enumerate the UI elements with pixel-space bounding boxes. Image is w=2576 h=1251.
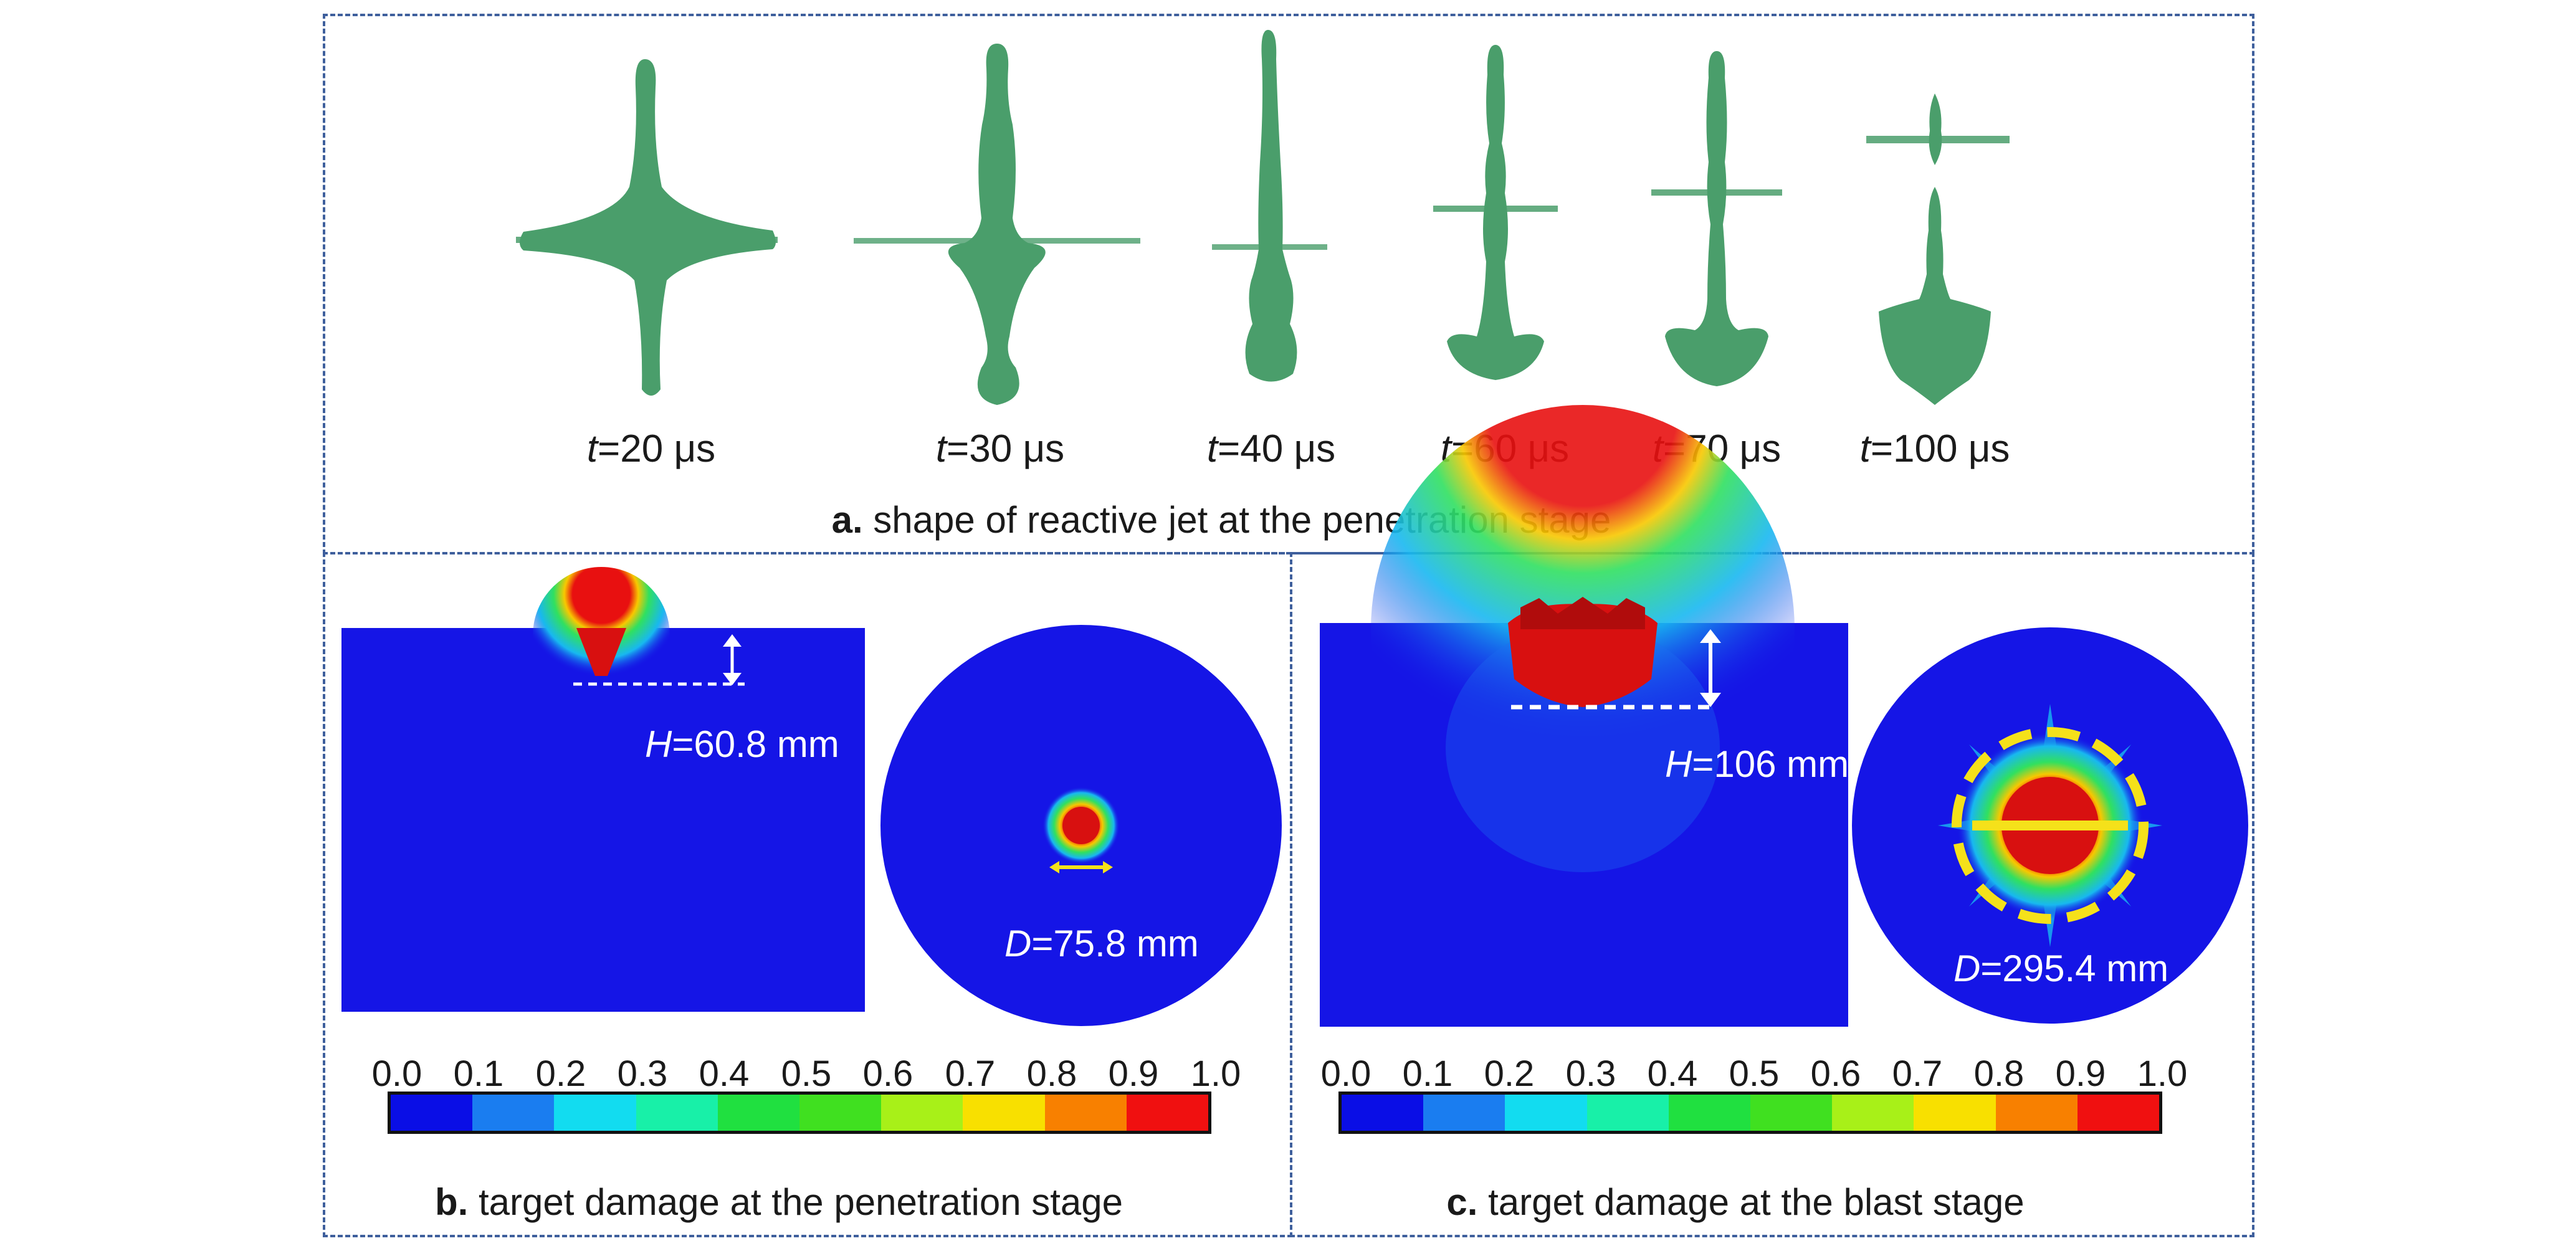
colorbar-segment: [472, 1095, 555, 1131]
crater-depth-label-c: H=106 mm: [1665, 743, 1849, 785]
colorbar-segment: [636, 1095, 718, 1131]
colorbar-segment: [1832, 1095, 1914, 1131]
crater-diameter-label-b: D=75.8 mm: [1004, 923, 1199, 964]
crater-depth-label-b: H=60.8 mm: [645, 723, 839, 765]
time-label-20us: t=20 μs: [586, 427, 716, 470]
colorbar-segment: [963, 1095, 1045, 1131]
colorbar-segment: [1126, 1095, 1209, 1131]
colorbar-segment: [1914, 1095, 1996, 1131]
colorbar-b: [388, 1092, 1211, 1134]
colorbar-segment: [1044, 1095, 1127, 1131]
colorbar-segment: [799, 1095, 882, 1131]
colorbar-segment: [391, 1095, 473, 1131]
colorbar-segment: [1995, 1095, 2077, 1131]
jet-30us: [854, 44, 1140, 405]
jet-100us: [1866, 93, 2010, 405]
colorbar-segment: [717, 1095, 800, 1131]
jet-70us: [1651, 51, 1782, 386]
colorbar-segment: [1423, 1095, 1505, 1131]
jet-20us: [516, 59, 778, 396]
time-label-40us: t=40 μs: [1206, 427, 1336, 470]
colorbar-segment: [1750, 1095, 1833, 1131]
colorbar-segment: [1586, 1095, 1669, 1131]
jet-40us: [1212, 30, 1327, 382]
jet-60us: [1433, 45, 1558, 380]
panel-b-caption: b. target damage at the penetration stag…: [434, 1181, 1123, 1223]
colorbar-segment: [1668, 1095, 1751, 1131]
colorbar-segment: [1505, 1095, 1587, 1131]
panel-c-caption: c. target damage at the blast stage: [1446, 1181, 2025, 1223]
colorbar-segment: [881, 1095, 963, 1131]
colorbar-c: [1338, 1092, 2162, 1134]
crater-diameter-label-c: D=295.4 mm: [1953, 948, 2169, 989]
time-label-30us: t=30 μs: [935, 427, 1065, 470]
colorbar-segment: [2077, 1095, 2160, 1131]
colorbar-segment: [554, 1095, 636, 1131]
time-label-100us: t=100 μs: [1859, 427, 2010, 470]
colorbar-segment: [1342, 1095, 1424, 1131]
